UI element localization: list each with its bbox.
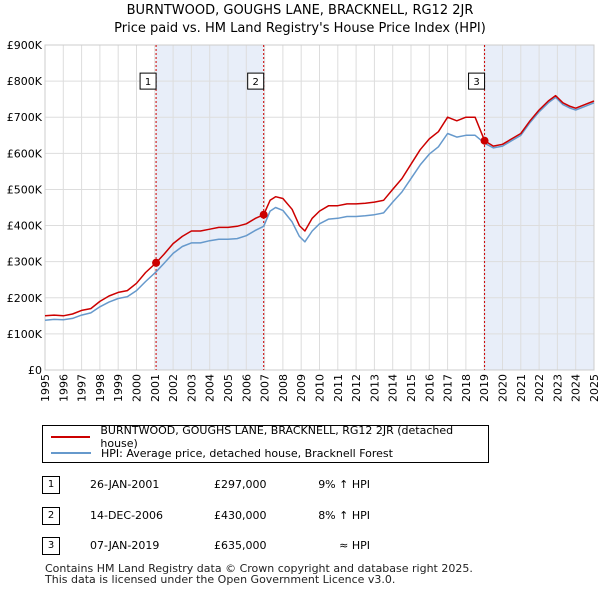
x-tick-label: 2006	[240, 374, 253, 402]
y-tick-label: £500K	[7, 183, 43, 196]
x-tick-label: 2013	[368, 374, 381, 402]
property-series-line	[44, 94, 595, 317]
x-tick-label: 2017	[442, 374, 455, 402]
y-tick-label: £700K	[7, 111, 43, 124]
x-tick-label: 1996	[57, 374, 70, 402]
legend-label-hpi: HPI: Average price, detached house, Brac…	[101, 446, 393, 460]
x-tick-label: 2009	[295, 374, 308, 402]
sale-marker-box	[468, 72, 486, 90]
price-chart: 1 2 3 £0 £100K £200K £300K £400K £500K £600K £700K…	[7, 39, 600, 402]
x-tick-label: 2004	[204, 374, 217, 402]
x-tick-label: 2008	[277, 374, 290, 402]
legend-label-property: BURNTWOOD, GOUGHS LANE, BRACKNELL, RG12 …	[100, 424, 454, 450]
legend-swatch-property	[51, 436, 91, 438]
sale-marker-label: 3	[473, 77, 479, 88]
footer-copyright: Contains HM Land Registry data © Crown c…	[45, 562, 473, 575]
sale-hpi-diff: 8% ↑ HPI	[318, 509, 370, 522]
y-tick-label: £0	[28, 364, 42, 377]
sale-number-badge: 2	[42, 507, 60, 525]
footer-licence: This data is licensed under the Open Gov…	[45, 573, 396, 586]
x-tick-label: 2023	[551, 374, 564, 402]
sale-price: £430,000	[214, 509, 267, 522]
footer: Contains HM Land Registry data © Crown c…	[45, 563, 473, 585]
y-tick-label: £200K	[7, 292, 43, 305]
y-tick-label: £100K	[7, 328, 43, 341]
sale-price: £297,000	[214, 478, 267, 491]
sale-row: 1 26-JAN-2001 £297,000 9% ↑ HPI	[42, 476, 492, 496]
x-tick-label: 2015	[405, 374, 418, 402]
x-tick-label: 1997	[76, 374, 89, 402]
x-tick-label: 2000	[131, 374, 144, 402]
legend-item-property: BURNTWOOD, GOUGHS LANE, BRACKNELL, RG12 …	[51, 424, 488, 450]
y-tick-label: £800K	[7, 75, 43, 88]
sale-point	[480, 136, 489, 145]
x-tick-label: 2002	[167, 374, 180, 402]
sale-marker-label: 2	[252, 77, 258, 88]
sale-row: 3 07-JAN-2019 £635,000 ≈ HPI	[42, 537, 492, 557]
x-tick-label: 2014	[387, 374, 400, 402]
x-tick-label: 2005	[222, 374, 235, 402]
x-tick-label: 2012	[350, 374, 363, 402]
sale-hpi-diff: ≈ HPI	[339, 539, 370, 552]
x-tick-label: 2025	[588, 374, 600, 402]
sale-price: £635,000	[214, 539, 267, 552]
sale-row: 2 14-DEC-2006 £430,000 8% ↑ HPI	[42, 507, 492, 527]
plot-frame	[44, 44, 595, 371]
y-tick-label: £400K	[7, 220, 43, 233]
x-tick-label: 2016	[423, 374, 436, 402]
sale-marker-box	[247, 72, 265, 90]
sale-number-badge: 3	[42, 537, 60, 555]
y-tick-label: £900K	[7, 39, 43, 52]
sale-date: 07-JAN-2019	[90, 539, 160, 552]
x-tick-label: 1995	[39, 374, 52, 402]
sale-marker-box	[139, 72, 157, 90]
x-tick-label: 2018	[460, 374, 473, 402]
chart-subtitle: Price paid vs. HM Land Registry's House …	[114, 21, 486, 36]
x-tick-label: 2020	[497, 374, 510, 402]
hpi-series-line	[44, 96, 595, 321]
x-tick-label: 2019	[478, 374, 491, 402]
legend-item-hpi: HPI: Average price, detached house, Brac…	[51, 445, 393, 461]
sale-hpi-diff: 9% ↑ HPI	[318, 478, 370, 491]
sale-date: 26-JAN-2001	[90, 478, 160, 491]
sale-date: 14-DEC-2006	[90, 509, 164, 522]
x-tick-label: 2011	[332, 374, 345, 402]
sale-marker-label: 1	[145, 77, 151, 88]
x-tick-label: 1998	[94, 374, 107, 402]
x-tick-label: 2022	[533, 374, 546, 402]
x-tick-label: 2010	[314, 374, 327, 402]
x-tick-label: 2003	[185, 374, 198, 402]
sale-point	[259, 210, 268, 219]
sale-point	[152, 258, 161, 267]
legend-swatch-hpi	[51, 452, 91, 454]
legend: BURNTWOOD, GOUGHS LANE, BRACKNELL, RG12 …	[42, 424, 489, 463]
x-tick-label: 2001	[149, 374, 162, 402]
x-tick-label: 2024	[570, 374, 583, 402]
y-tick-label: £300K	[7, 256, 43, 269]
sale-number-badge: 1	[42, 476, 60, 494]
x-tick-label: 2007	[259, 374, 272, 402]
y-tick-label: £600K	[7, 147, 43, 160]
x-tick-label: 2021	[515, 374, 528, 402]
chart-title: BURNTWOOD, GOUGHS LANE, BRACKNELL, RG12 …	[126, 3, 474, 18]
x-tick-label: 1999	[112, 374, 125, 402]
